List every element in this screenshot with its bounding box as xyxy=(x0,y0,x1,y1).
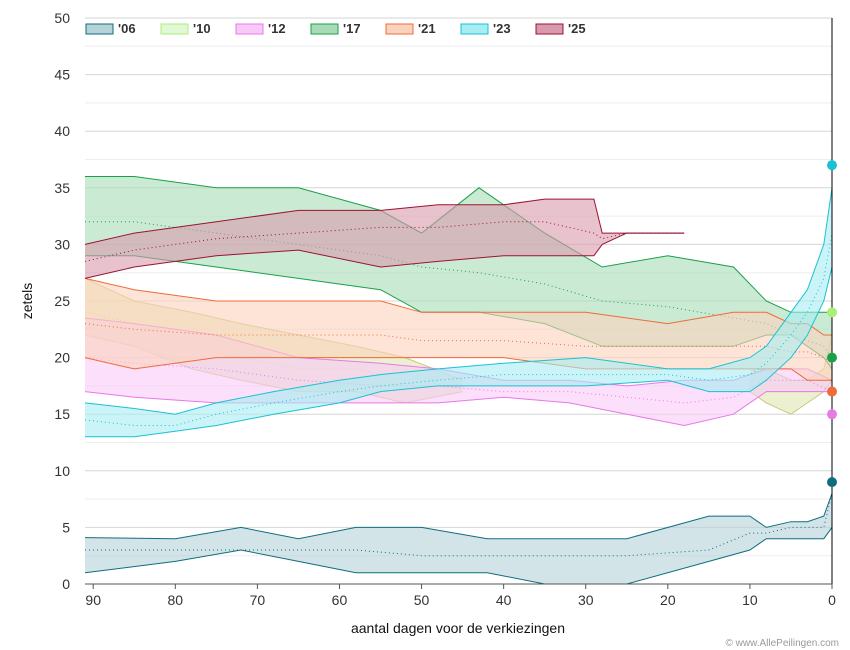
legend-item[interactable]: '12 xyxy=(235,21,286,36)
x-tick-label: 20 xyxy=(660,592,676,608)
band-series-4 xyxy=(85,278,832,381)
band-upper-series-5 xyxy=(84,187,833,415)
legend-item[interactable]: '21 xyxy=(385,21,436,36)
legend[interactable]: '06 '10 '12 '17 '21 '23 '25 xyxy=(85,21,586,36)
legend-item[interactable]: '25 xyxy=(535,21,586,36)
credit-text: © www.AllePeilingen.com xyxy=(725,638,839,649)
election-result-dot xyxy=(827,477,837,488)
election-result-dot xyxy=(827,307,837,318)
x-tick-label: 30 xyxy=(578,592,594,608)
band-series-5 xyxy=(85,187,832,437)
y-tick-label: 15 xyxy=(54,406,70,422)
legend-label: '25 xyxy=(568,21,586,36)
legend-swatch xyxy=(85,23,114,35)
legend-swatch xyxy=(235,23,264,35)
legend-swatch xyxy=(460,23,489,35)
band-series-6 xyxy=(85,199,685,279)
x-tick-label: 80 xyxy=(168,592,184,608)
y-tick-label: 45 xyxy=(54,67,70,83)
legend-label: '23 xyxy=(493,21,511,36)
y-tick-label: 50 xyxy=(54,10,70,26)
y-axis-ticks: 0 5 10 15 20 25 30 35 40 45 50 xyxy=(54,10,70,592)
band-series-1-late xyxy=(749,335,832,415)
band-mean-series-2 xyxy=(84,357,833,404)
y-tick-label: 35 xyxy=(54,180,70,196)
y-tick-label: 25 xyxy=(54,293,70,309)
y-tick-label: 0 xyxy=(62,576,70,592)
x-tick-label: 90 xyxy=(85,592,101,608)
legend-label: '17 xyxy=(343,21,361,36)
election-result-dot xyxy=(827,409,837,420)
y-tick-label: 10 xyxy=(54,463,70,479)
band-series-0 xyxy=(85,493,832,584)
y-tick-label: 40 xyxy=(54,123,70,139)
y-tick-label: 30 xyxy=(54,236,70,252)
band-mean-series-5 xyxy=(84,233,833,426)
band-upper-series-0 xyxy=(84,493,833,540)
band-lower-series-5 xyxy=(85,266,833,438)
election-result-dot xyxy=(827,160,837,171)
x-axis-title: aantal dagen voor de verkiezingen xyxy=(351,620,565,636)
legend-label: '12 xyxy=(268,21,286,36)
legend-swatch xyxy=(160,23,189,35)
election-results xyxy=(827,160,837,488)
legend-label: '21 xyxy=(418,21,436,36)
band-mean-series-0 xyxy=(85,493,833,557)
legend-swatch xyxy=(385,23,414,35)
y-tick-label: 5 xyxy=(62,519,70,535)
election-result-dot xyxy=(827,386,837,397)
legend-swatch xyxy=(310,23,339,35)
x-tick-label: 70 xyxy=(250,592,266,608)
legend-item[interactable]: '23 xyxy=(460,21,511,36)
legend-label: '10 xyxy=(193,21,211,36)
x-axis-ticks: 90 80 70 60 50 40 30 20 10 0 xyxy=(85,584,836,608)
band-mean-series-6 xyxy=(84,221,685,262)
x-tick-label: 60 xyxy=(332,592,348,608)
x-tick-label: 50 xyxy=(414,592,430,608)
legend-label: '06 xyxy=(118,21,136,36)
x-tick-label: 10 xyxy=(742,592,758,608)
y-tick-label: 20 xyxy=(54,350,70,366)
legend-swatch xyxy=(535,23,564,35)
election-result-dot xyxy=(827,352,837,363)
legend-item[interactable]: '06 xyxy=(85,21,136,36)
legend-item[interactable]: '17 xyxy=(310,21,361,36)
x-tick-label: 0 xyxy=(828,592,836,608)
series-bands xyxy=(84,176,833,585)
y-axis-title: zetels xyxy=(19,283,35,320)
x-tick-label: 40 xyxy=(496,592,512,608)
legend-item[interactable]: '10 xyxy=(160,21,211,36)
